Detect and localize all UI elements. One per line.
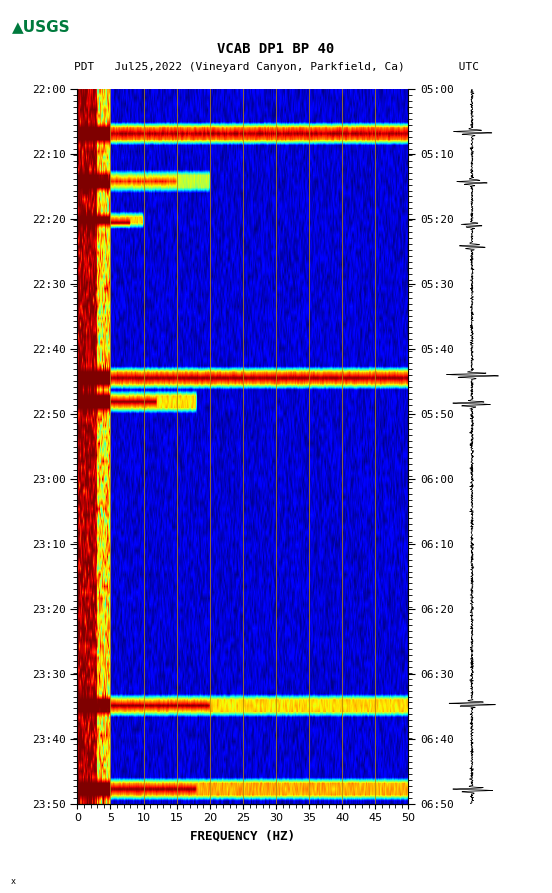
X-axis label: FREQUENCY (HZ): FREQUENCY (HZ) — [190, 829, 295, 842]
Text: PDT   Jul25,2022 (Vineyard Canyon, Parkfield, Ca)        UTC: PDT Jul25,2022 (Vineyard Canyon, Parkfie… — [73, 62, 479, 72]
Text: ▲USGS: ▲USGS — [12, 20, 71, 34]
Text: VCAB DP1 BP 40: VCAB DP1 BP 40 — [217, 42, 335, 56]
Text: x: x — [11, 877, 16, 886]
